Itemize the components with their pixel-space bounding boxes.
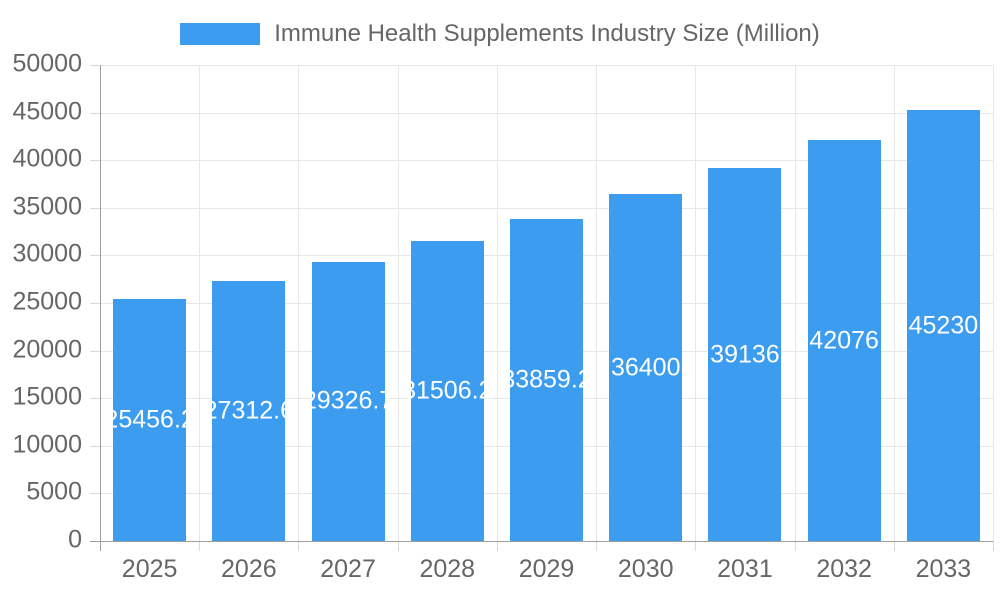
y-axis-tick [90,493,100,495]
x-axis-label: 2027 [320,555,376,583]
bar-2029[interactable]: 33859.2 [501,218,592,541]
legend-item[interactable]: Immune Health Supplements Industry Size … [180,20,820,48]
x-axis-tick [893,541,895,551]
bar-2028[interactable]: 31506.2 [402,241,492,541]
x-axis-label: 2033 [915,555,972,583]
gridline-vertical [596,65,598,541]
y-axis-label: 30000 [12,240,82,269]
x-axis-tick [298,541,300,551]
gridline-vertical [794,65,796,541]
gridline-vertical [695,65,697,541]
y-axis-tick [90,303,100,304]
gridline-horizontal [100,65,993,66]
x-axis-label: 2026 [221,555,277,583]
x-axis-tick [596,541,598,551]
x-axis-label: 2031 [717,555,773,583]
x-axis-tick [100,541,101,551]
y-axis-label: 10000 [12,430,82,459]
x-axis-tick [199,541,201,551]
bar-2030[interactable]: 36400 [609,194,683,541]
y-axis-tick [90,65,100,66]
y-axis-label: 50000 [12,49,82,78]
gridline-horizontal [100,112,993,114]
y-axis-tick [90,255,100,257]
x-axis-baseline [100,541,993,542]
plot-area: 25456.2 27312.6 29326.7 31506.2 33859.2 36400… [100,65,994,542]
y-axis-tick [90,160,100,162]
bar-2031[interactable]: 39136 [708,168,782,541]
bar-value-label: 33859.2 [501,365,592,394]
y-axis-tick [90,207,100,209]
bar-2032[interactable]: 42076 [807,140,881,541]
y-axis-label: 20000 [12,335,82,364]
x-axis-label: 2030 [617,555,674,583]
legend-swatch-icon [180,23,261,45]
y-axis-tick [90,112,100,114]
bar-2025[interactable]: 25456.2 [104,298,195,541]
gridline-vertical [397,65,399,541]
y-axis-tick [90,350,100,352]
x-axis-tick [993,541,994,551]
gridline-vertical [993,65,994,541]
gridline-vertical [893,65,895,541]
x-axis-tick [695,541,697,551]
y-axis-label: 5000 [26,478,82,507]
x-axis-label: 2025 [121,555,178,583]
y-axis-tick [90,445,100,447]
bar-value-label: 31506.2 [402,376,493,405]
x-axis-tick [397,541,399,551]
y-axis-tick [90,398,100,400]
y-axis-label: 15000 [12,382,82,411]
y-axis-label: 25000 [12,287,82,316]
y-axis-line [100,65,101,541]
legend-label: Immune Health Supplements Industry Size … [274,20,820,47]
bar-2027[interactable]: 29326.7 [303,261,393,541]
bar-value-label: 36400 [610,353,681,382]
gridline-vertical [199,65,201,541]
x-axis-tick [496,541,498,551]
gridline-vertical [298,65,300,541]
y-axis-tick [90,541,100,542]
bar-value-label: 42076 [809,326,879,355]
y-axis-label: 45000 [12,97,82,126]
bar-value-label: 45230 [908,311,979,340]
y-axis-label: 35000 [12,192,82,221]
bar-value-label: 39136 [710,340,780,369]
bar-value-label: 27312.6 [203,396,295,425]
gridline-horizontal [100,160,993,162]
x-axis-label: 2029 [518,555,575,583]
gridline-vertical [496,65,498,541]
bar-2033[interactable]: 45230 [906,110,980,541]
x-axis-label: 2028 [419,555,476,583]
x-axis-label: 2032 [816,555,872,583]
bar-value-label: 29326.7 [302,386,394,415]
bar-2026[interactable]: 27312.6 [204,280,294,541]
x-axis-tick [794,541,796,551]
legend: Immune Health Supplements Industry Size … [0,20,1000,48]
bar-value-label: 25456.2 [104,405,195,434]
gridline-horizontal [100,207,993,209]
y-axis-label: 40000 [12,144,82,173]
y-axis-label: 0 [68,525,82,554]
